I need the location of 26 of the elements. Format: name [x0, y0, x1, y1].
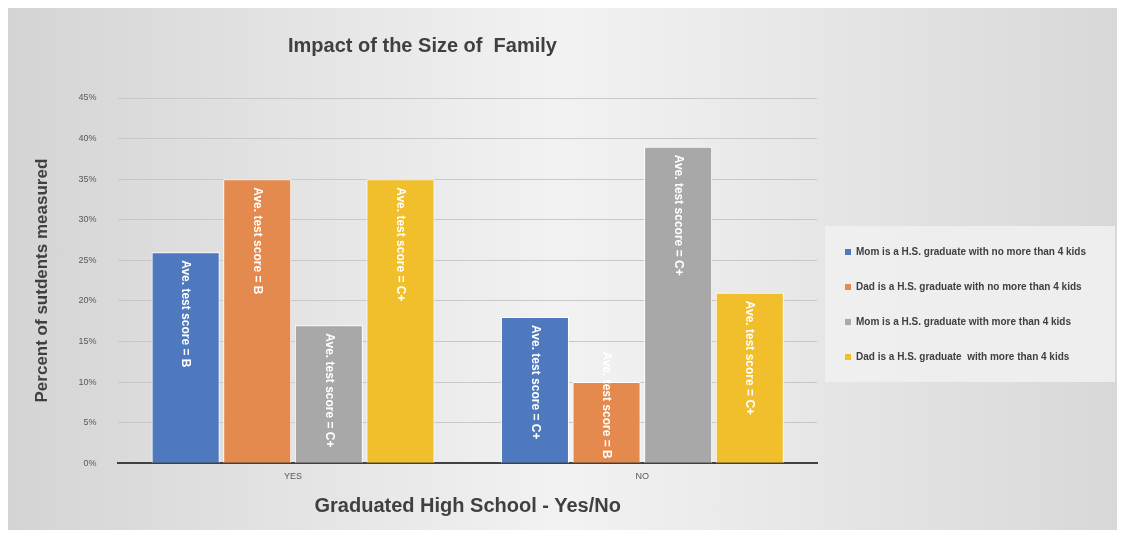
legend-label: Mom is a H.S. graduate with no more than 4 kids [856, 246, 1087, 257]
y-tick-label: 35% [78, 173, 97, 184]
y-tick-label: 5% [83, 417, 97, 428]
data-label: Ave. test score = B [250, 187, 265, 295]
data-label: Ave. test score = C+ [743, 300, 758, 416]
data-label: Ave. test score = C+ [394, 187, 409, 302]
chart-title: Impact of the Size of Family [288, 33, 558, 56]
y-axis-title: Percent of sutdents measured [31, 158, 51, 403]
x-tick-label: NO [635, 471, 650, 482]
x-tick-label: YES [284, 471, 303, 482]
y-tick-label: 20% [78, 295, 97, 306]
data-label: Ave. test sccore = C+ [671, 154, 686, 276]
legend-label: Mom is a H.S. graduate with more than 4 kids [856, 316, 1072, 327]
y-tick-label: 30% [78, 214, 97, 225]
y-tick-label: 45% [78, 92, 97, 103]
data-label: Ave. test score = B [179, 260, 194, 368]
legend-label: Dad is a H.S. graduate with more than 4 kids [856, 351, 1070, 362]
data-label: Ave. test score = C+ [528, 325, 543, 440]
x-axis-title: Graduated High School - Yes/No [314, 493, 621, 516]
y-tick-label: 0% [83, 457, 97, 468]
y-tick-label: 25% [78, 254, 97, 265]
y-tick-label: 40% [78, 133, 97, 144]
legend-label: Dad is a H.S. graduate with no more than 4 kids [856, 281, 1082, 292]
y-tick-label: 15% [78, 335, 97, 346]
y-tick-label: 10% [78, 376, 97, 387]
data-label: Ave. test score = C+ [322, 333, 337, 448]
